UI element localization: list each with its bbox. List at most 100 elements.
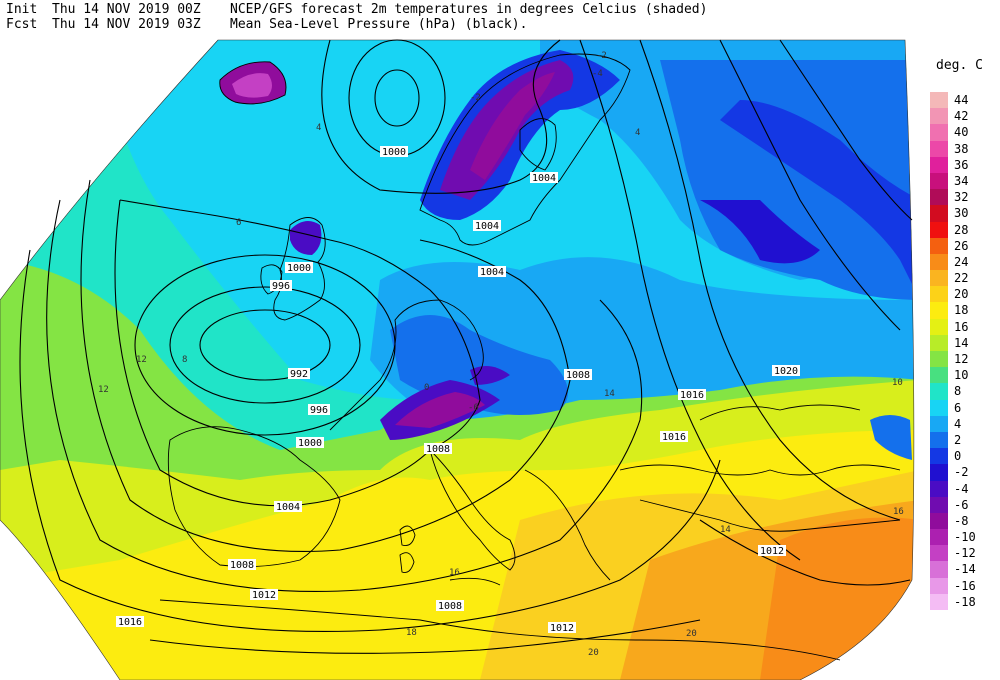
legend-swatch bbox=[930, 270, 948, 287]
temp-label: 16 bbox=[449, 568, 460, 578]
legend-swatch bbox=[930, 561, 948, 578]
legend-label: 42 bbox=[954, 109, 969, 124]
legend-label: 16 bbox=[954, 319, 969, 334]
legend-label: 14 bbox=[954, 335, 969, 350]
legend-swatch bbox=[930, 140, 948, 157]
legend-swatch bbox=[930, 221, 948, 238]
legend-label: 26 bbox=[954, 238, 969, 253]
legend-label: 40 bbox=[954, 125, 969, 140]
legend-swatch bbox=[930, 237, 948, 254]
legend-entry: -4 bbox=[930, 480, 1000, 497]
isobar-label: 1012 bbox=[550, 623, 574, 634]
isobar-label: 996 bbox=[310, 405, 328, 416]
temp-label: -6 bbox=[468, 403, 479, 413]
legend-swatch bbox=[930, 512, 948, 530]
isobar-label: 1004 bbox=[532, 173, 556, 184]
legend-swatch bbox=[930, 431, 948, 449]
legend-swatch bbox=[930, 464, 948, 481]
legend-entry: 38 bbox=[930, 140, 1000, 157]
isobar-label: 1012 bbox=[760, 546, 784, 557]
isobar-label: 1020 bbox=[774, 366, 798, 377]
title-temperature: NCEP/GFS forecast 2m temperatures in deg… bbox=[230, 2, 708, 17]
legend-entry: -8 bbox=[930, 512, 1000, 530]
legend-label: 20 bbox=[954, 287, 969, 302]
temp-label: -2 bbox=[470, 93, 481, 103]
legend-label: 44 bbox=[954, 93, 969, 107]
legend-swatch bbox=[930, 189, 948, 206]
isobar-label: 1004 bbox=[276, 502, 300, 513]
legend-label: 8 bbox=[954, 384, 962, 399]
legend-entry: -6 bbox=[930, 496, 1000, 513]
legend-swatch bbox=[930, 448, 948, 465]
legend-entry: 18 bbox=[930, 302, 1000, 319]
legend-swatch bbox=[930, 124, 948, 141]
temp-label: 12 bbox=[136, 355, 147, 365]
domain-border bbox=[0, 39, 915, 680]
legend-entry: 44 bbox=[930, 92, 1000, 109]
legend-entry: 2 bbox=[930, 431, 1000, 449]
temp-label: 14 bbox=[720, 525, 731, 535]
legend-entry: 16 bbox=[930, 318, 1000, 335]
temp-label: 20 bbox=[686, 629, 697, 639]
legend-label: -2 bbox=[954, 465, 969, 480]
isobar-label: 1008 bbox=[426, 444, 450, 455]
legend-label: 0 bbox=[954, 449, 962, 464]
temp-label: 16 bbox=[893, 507, 904, 517]
temp-label: 6 bbox=[236, 218, 241, 228]
legend-entry: 20 bbox=[930, 286, 1000, 303]
legend-swatch bbox=[930, 286, 948, 303]
legend-entry: 22 bbox=[930, 270, 1000, 287]
legend-label: 22 bbox=[954, 271, 969, 286]
legend-entry: 8 bbox=[930, 383, 1000, 400]
legend-label: 2 bbox=[954, 432, 962, 447]
isobar-label: 1008 bbox=[438, 601, 462, 612]
legend-label: 30 bbox=[954, 206, 969, 221]
isobar-label: 1004 bbox=[475, 221, 499, 232]
isobar-labels: 1000 1004 1004 1004 1000 996 992 996 100… bbox=[116, 146, 800, 634]
legend-swatch bbox=[930, 253, 948, 271]
legend-label: 34 bbox=[954, 173, 969, 188]
temperature-pressure-map: 1000 1004 1004 1004 1000 996 992 996 100… bbox=[0, 39, 915, 680]
legend-label: 28 bbox=[954, 222, 969, 237]
temp-label: -2 bbox=[596, 51, 607, 61]
legend-unit: deg. C bbox=[936, 58, 983, 73]
legend-label: -8 bbox=[954, 513, 969, 528]
legend-swatch bbox=[930, 351, 948, 368]
legend-entry: 28 bbox=[930, 221, 1000, 238]
legend-label: -18 bbox=[954, 594, 976, 609]
isobar-label: 1000 bbox=[298, 438, 322, 449]
isobar-label: 1008 bbox=[230, 560, 254, 571]
legend-label: 24 bbox=[954, 254, 969, 269]
temp-label: 10 bbox=[892, 378, 903, 388]
isobar-label: 996 bbox=[272, 281, 290, 292]
coastlines bbox=[159, 53, 901, 661]
init-date: Thu 14 NOV 2019 00Z bbox=[52, 2, 201, 17]
legend-entry: -14 bbox=[930, 561, 1000, 578]
legend-entry: 24 bbox=[930, 253, 1000, 271]
temperature-labels: -4 -6 4 4 6 8 10 12 12 14 14 16 16 18 20… bbox=[98, 51, 904, 658]
legend-entry: 12 bbox=[930, 351, 1000, 368]
legend-swatch bbox=[930, 593, 948, 610]
init-key: Init bbox=[6, 2, 38, 17]
title-pressure: Mean Sea-Level Pressure (hPa) (black). bbox=[230, 17, 528, 32]
legend-label: -6 bbox=[954, 497, 969, 512]
shaded-temperature-field bbox=[0, 40, 914, 680]
legend-entry: 30 bbox=[930, 205, 1000, 222]
legend-swatch bbox=[930, 399, 948, 416]
isobar-label: 1000 bbox=[382, 147, 406, 158]
legend-swatch bbox=[930, 577, 948, 594]
fcst-date: Thu 14 NOV 2019 03Z bbox=[52, 17, 201, 32]
isobar-label: 1016 bbox=[118, 617, 142, 628]
legend-swatch bbox=[930, 529, 948, 546]
isobar-label: 1012 bbox=[252, 590, 276, 601]
legend-label: -16 bbox=[954, 578, 976, 593]
legend-entry: 40 bbox=[930, 124, 1000, 141]
legend-entry: -12 bbox=[930, 545, 1000, 562]
legend-swatch bbox=[930, 545, 948, 562]
legend-entry: 0 bbox=[930, 448, 1000, 465]
legend-swatch bbox=[930, 383, 948, 400]
legend-entry: -18 bbox=[930, 593, 1000, 610]
isobar-label: 1000 bbox=[287, 263, 311, 274]
legend-entry: -10 bbox=[930, 529, 1000, 546]
color-legend: 44 42 40 38 36 34 32 30 28 26 24 22 20 18 16 14 12 10 8 6 4 2… bbox=[930, 92, 1000, 610]
